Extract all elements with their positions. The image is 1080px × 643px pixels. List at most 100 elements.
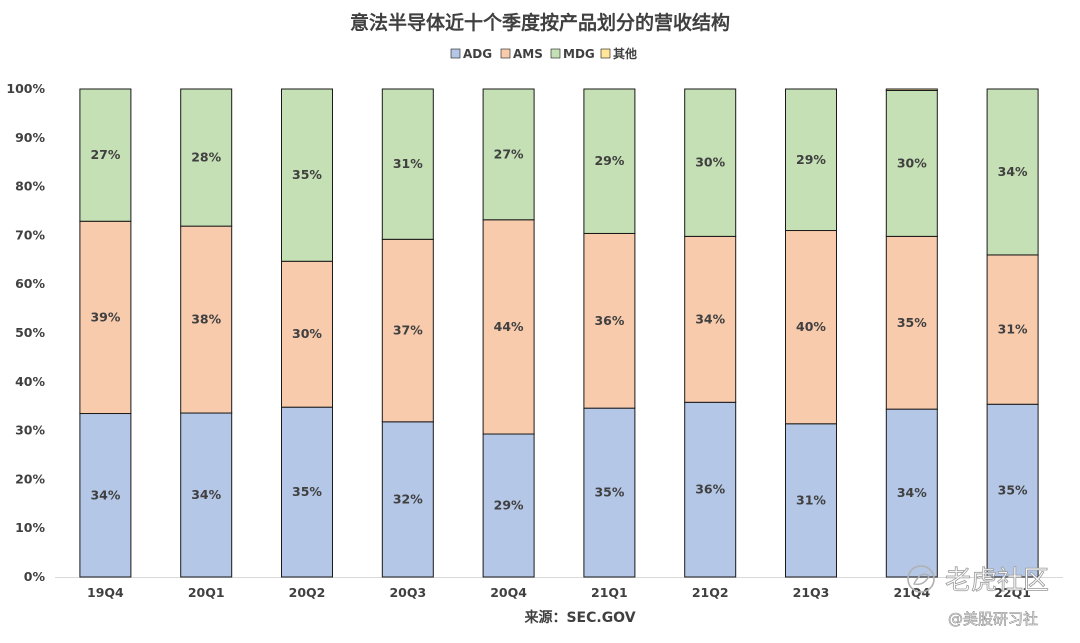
y-tick-label: 10% <box>15 520 45 535</box>
data-label-ADG-21Q4: 34% <box>897 485 927 500</box>
data-label-MDG-19Q4: 27% <box>90 147 120 162</box>
y-tick-label: 60% <box>15 276 45 291</box>
data-label-AMS-21Q3: 40% <box>796 319 826 334</box>
x-tick-label: 21Q3 <box>793 585 830 600</box>
y-tick-label: 50% <box>15 325 45 340</box>
data-label-ADG-20Q3: 32% <box>393 491 423 506</box>
bar-ADG-19Q4 <box>79 413 132 578</box>
data-label-AMS-20Q4: 44% <box>494 319 524 334</box>
y-tick-label: 80% <box>15 179 45 194</box>
data-label-MDG-21Q4: 30% <box>897 155 927 170</box>
data-label-ADG-22Q1: 35% <box>998 483 1028 498</box>
legend-swatch-ADG <box>450 48 461 59</box>
y-tick-label: 30% <box>15 423 45 438</box>
watermark-text: 老虎社区 <box>945 566 1049 596</box>
bar-AMS-20Q4 <box>482 219 535 435</box>
bar-ADG-20Q1 <box>180 412 233 578</box>
bar-MDG-21Q1 <box>583 88 636 234</box>
legend-swatch-MDG <box>550 48 561 59</box>
watermark: 老虎社区 @美股研习社 <box>907 565 1049 628</box>
data-label-AMS-20Q2: 30% <box>292 326 322 341</box>
data-label-AMS-20Q1: 38% <box>191 312 221 327</box>
legend-swatch-AMS <box>500 48 511 59</box>
x-tick-label: 21Q2 <box>692 585 729 600</box>
data-label-AMS-21Q1: 36% <box>594 313 624 328</box>
x-tick-label: 21Q4 <box>893 585 930 600</box>
x-tick-label: 21Q1 <box>591 585 628 600</box>
data-label-ADG-20Q2: 35% <box>292 484 322 499</box>
watermark-handle: @美股研习社 <box>948 610 1038 628</box>
bar-MDG-21Q2 <box>684 88 737 237</box>
bar-MDG-20Q2 <box>281 88 333 262</box>
y-tick-label: 90% <box>15 130 45 145</box>
legend-label-ADG: ADG <box>463 47 492 61</box>
x-tick-label: 20Q1 <box>188 585 225 600</box>
data-label-AMS-21Q2: 34% <box>695 311 725 326</box>
bar-MDG-20Q1 <box>180 88 233 227</box>
bar-ADG-21Q4 <box>885 408 938 578</box>
bar-AMS-19Q4 <box>79 220 132 415</box>
legend-label-其他: 其他 <box>613 46 637 61</box>
bar-AMS-21Q3 <box>785 230 837 425</box>
bar-ADG-20Q4 <box>482 433 535 578</box>
data-label-MDG-20Q2: 35% <box>292 167 322 182</box>
legend-label-MDG: MDG <box>563 47 595 61</box>
bar-ADG-20Q3 <box>381 421 434 578</box>
data-label-ADG-21Q3: 31% <box>796 492 826 507</box>
bar-AMS-21Q2 <box>684 235 737 403</box>
data-label-AMS-20Q3: 37% <box>393 323 423 338</box>
x-tick-label: 22Q1 <box>994 585 1031 600</box>
bar-ADG-21Q3 <box>785 423 837 578</box>
data-label-MDG-22Q1: 34% <box>998 164 1028 179</box>
y-tick-label: 0% <box>24 569 46 584</box>
data-label-MDG-20Q3: 31% <box>393 156 423 171</box>
data-label-AMS-19Q4: 39% <box>90 309 120 324</box>
data-label-MDG-20Q1: 28% <box>191 150 221 165</box>
bar-其他-21Q4 <box>885 88 938 91</box>
y-axis: 0% 10% 20% 30% 40% 50% 60% 70% 80% 90% 100% <box>6 81 45 584</box>
x-axis-title-source: 来源：SEC.GOV <box>523 609 635 626</box>
legend-swatch-其他 <box>600 48 611 59</box>
bar-ADG-21Q2 <box>684 401 737 578</box>
x-axis: 19Q4 20Q1 20Q2 20Q3 20Q4 21Q1 21Q2 21Q3 21Q4 22Q1 <box>55 577 1063 600</box>
data-label-ADG-19Q4: 34% <box>90 487 120 502</box>
data-label-AMS-21Q4: 35% <box>897 315 927 330</box>
x-tick-label: 19Q4 <box>87 585 124 600</box>
bar-MDG-21Q3 <box>785 88 837 232</box>
bar-MDG-20Q3 <box>381 88 434 240</box>
y-tick-label: 100% <box>6 81 45 96</box>
plot-area <box>79 88 1039 578</box>
bar-MDG-21Q4 <box>885 89 938 237</box>
bar-ADG-20Q2 <box>281 406 333 578</box>
legend-label-AMS: AMS <box>513 47 543 61</box>
x-tick-label: 20Q4 <box>490 585 527 600</box>
data-label-MDG-21Q3: 29% <box>796 152 826 167</box>
y-tick-label: 70% <box>15 227 45 242</box>
y-tick-label: 40% <box>15 374 45 389</box>
data-label-ADG-20Q1: 34% <box>191 487 221 502</box>
bar-AMS-20Q3 <box>381 238 434 423</box>
chart-title: 意法半导体近十个季度按产品划分的营收结构 <box>350 11 730 34</box>
data-label-ADG-21Q1: 35% <box>594 485 624 500</box>
bar-AMS-20Q2 <box>281 260 333 408</box>
y-tick-label: 20% <box>15 471 45 486</box>
data-label-MDG-20Q4: 27% <box>494 146 524 161</box>
data-label-MDG-21Q2: 30% <box>695 155 725 170</box>
data-label-AMS-22Q1: 31% <box>998 322 1028 337</box>
data-label-ADG-21Q2: 36% <box>695 482 725 497</box>
bar-MDG-19Q4 <box>79 88 132 222</box>
bar-AMS-21Q4 <box>885 235 938 410</box>
data-labels: 34% 39% 27% 34% 38% 28% 35% 30% 35% 32% 37% 31% 29% 4… <box>90 146 1028 512</box>
x-tick-label: 20Q2 <box>289 585 326 600</box>
bar-AMS-21Q1 <box>583 232 636 409</box>
data-label-MDG-21Q1: 29% <box>594 153 624 168</box>
watermark-logo-icon <box>907 565 935 593</box>
data-label-ADG-20Q4: 29% <box>494 498 524 513</box>
x-tick-label: 20Q3 <box>389 585 426 600</box>
bar-MDG-22Q1 <box>986 88 1039 256</box>
bar-ADG-21Q1 <box>583 407 636 578</box>
chart-legend: ADG AMS MDG 其他 <box>450 46 637 61</box>
bar-AMS-22Q1 <box>986 254 1039 405</box>
bar-MDG-20Q4 <box>482 88 535 221</box>
